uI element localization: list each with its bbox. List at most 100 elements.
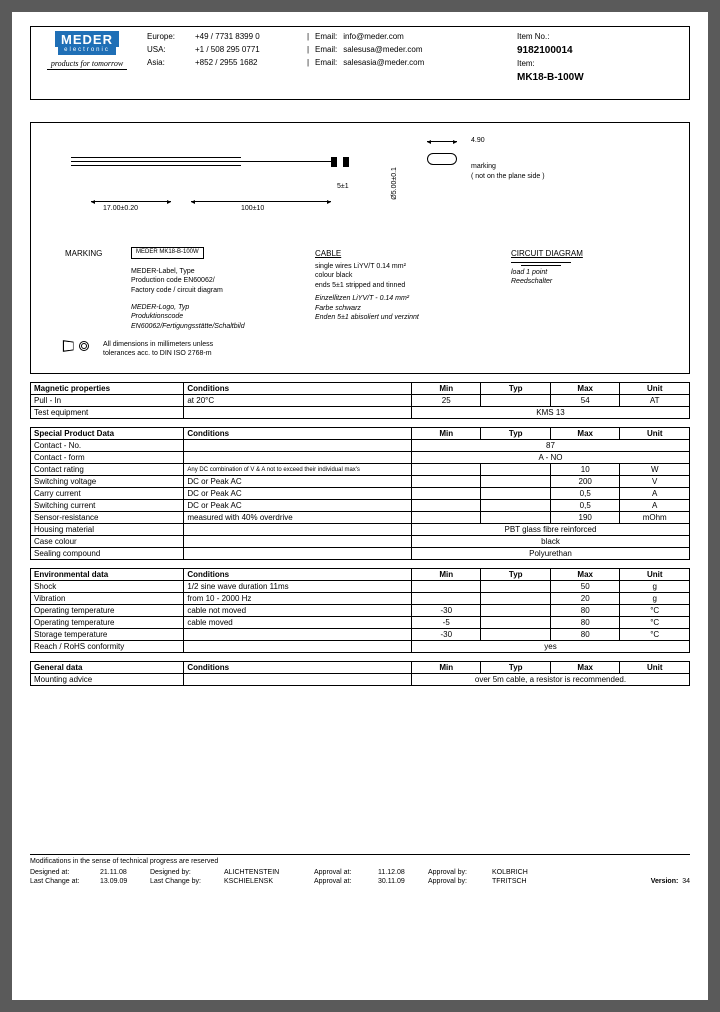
cell: Storage temperature [31, 629, 184, 641]
cell: Operating temperature [31, 617, 184, 629]
f: 13.09.09 [100, 878, 150, 885]
cable-text-en: single wires LiYV/T 0.14 mm² colour blac… [315, 262, 419, 290]
cell [184, 440, 412, 452]
cell [481, 617, 550, 629]
table-row: Sealing compoundPolyurethan [31, 548, 690, 560]
cell [481, 581, 550, 593]
dim-17: 17.00±0.20 [103, 205, 138, 214]
cell: DC or Peak AC [184, 476, 412, 488]
item-column: Item No.: 9182100014 Item: MK18-B-100W [513, 31, 683, 95]
phone: +49 / 7731 8399 0 [195, 31, 301, 44]
f: Approval at: [314, 869, 378, 876]
email-label: Email: [315, 44, 337, 57]
table-row: Mounting advice over 5m cable, a resisto… [31, 674, 690, 686]
cell [412, 581, 481, 593]
cell [184, 536, 412, 548]
cell: over 5m cable, a resistor is recommended… [412, 674, 690, 686]
circuit-sub: load 1 point Reedschalter [511, 268, 583, 287]
circuit-line [521, 265, 561, 266]
cable-text-de: Einzellitzen LiYV/T - 0.14 mm² Farbe sch… [315, 294, 419, 322]
cell: KMS 13 [412, 407, 690, 419]
dim-arrow [91, 201, 171, 202]
meder-label-en: MEDER-Label, Type Production code EN6006… [131, 267, 223, 295]
col-max: Max [550, 662, 619, 674]
table-row: Carry currentDC or Peak AC0,5A [31, 488, 690, 500]
item-label: Item: [517, 58, 683, 70]
cell: measured with 40% overdrive [184, 512, 412, 524]
f: Approval at: [314, 878, 378, 885]
table-row: Sensor-resistancemeasured with 40% overd… [31, 512, 690, 524]
cell: Carry current [31, 488, 184, 500]
cell: cable not moved [184, 605, 412, 617]
cable-line [71, 165, 241, 166]
cable-line [71, 157, 241, 158]
cell: 80 [550, 605, 619, 617]
marking-text: MEDER MK18-B-100W [131, 247, 204, 259]
cell: -5 [412, 617, 481, 629]
cable-line [71, 161, 241, 162]
logo-column: MEDER electronic products for tomorrow [37, 31, 137, 95]
cell: 0,5 [550, 500, 619, 512]
col-unit: Unit [620, 428, 690, 440]
cell [481, 476, 550, 488]
f: KSCHIELENSK [224, 878, 314, 885]
cell: DC or Peak AC [184, 488, 412, 500]
version-label: Version: [651, 878, 679, 885]
cell: cable moved [184, 617, 412, 629]
col-typ: Typ [481, 662, 550, 674]
col-min: Min [412, 662, 481, 674]
cell: DC or Peak AC [184, 500, 412, 512]
cell: mOhm [620, 512, 690, 524]
table-title: Special Product Data [31, 428, 184, 440]
cell [481, 605, 550, 617]
cell [184, 452, 412, 464]
col-min: Min [412, 569, 481, 581]
col-conditions: Conditions [184, 569, 412, 581]
cell: Test equipment [31, 407, 184, 419]
cell: Shock [31, 581, 184, 593]
col-conditions: Conditions [184, 428, 412, 440]
wire-line [241, 161, 331, 162]
cell: Pull - In [31, 395, 184, 407]
cell: 25 [412, 395, 481, 407]
cell [481, 512, 550, 524]
f: ALICHTENSTEIN [224, 869, 314, 876]
dim-dia: Ø5.00±0.1 [391, 167, 400, 200]
table-row: Housing materialPBT glass fibre reinforc… [31, 524, 690, 536]
cell: Sealing compound [31, 548, 184, 560]
circuit-line [511, 262, 571, 263]
col-conditions: Conditions [184, 383, 412, 395]
cell: 10 [550, 464, 619, 476]
email: info@meder.com [343, 31, 404, 44]
dim-5: 5±1 [337, 183, 349, 192]
item-no: 9182100014 [517, 43, 683, 58]
general-data-table: General data Conditions Min Typ Max Unit… [30, 661, 690, 686]
cable-end [343, 157, 349, 167]
cell [184, 524, 412, 536]
email-label: Email: [315, 31, 337, 44]
logo: MEDER [55, 31, 119, 47]
circuit-heading: CIRCUIT DIAGRAM [511, 249, 583, 260]
cell: g [620, 581, 690, 593]
cell: 87 [412, 440, 690, 452]
cell: 20 [550, 593, 619, 605]
cell: °C [620, 629, 690, 641]
cell: 200 [550, 476, 619, 488]
col-typ: Typ [481, 383, 550, 395]
table-row: Contact - No.87 [31, 440, 690, 452]
cell: Contact rating [31, 464, 184, 476]
cell [412, 464, 481, 476]
cable-heading: CABLE [315, 249, 419, 260]
col-unit: Unit [620, 662, 690, 674]
meder-label-de: MEDER-Logo, Typ Produktionscode EN60062/… [131, 303, 245, 331]
cell: Mounting advice [31, 674, 184, 686]
f: KOLBRICH [492, 869, 690, 876]
phone: +852 / 2955 1682 [195, 57, 301, 70]
col-max: Max [550, 383, 619, 395]
table-row: Contact ratingAny DC combination of V & … [31, 464, 690, 476]
table-row: Switching voltageDC or Peak AC200V [31, 476, 690, 488]
technical-drawing: 4.90 marking ( not on the plane side ) 1… [30, 122, 690, 374]
cell: PBT glass fibre reinforced [412, 524, 690, 536]
f: 30.11.09 [378, 878, 428, 885]
col-unit: Unit [620, 569, 690, 581]
